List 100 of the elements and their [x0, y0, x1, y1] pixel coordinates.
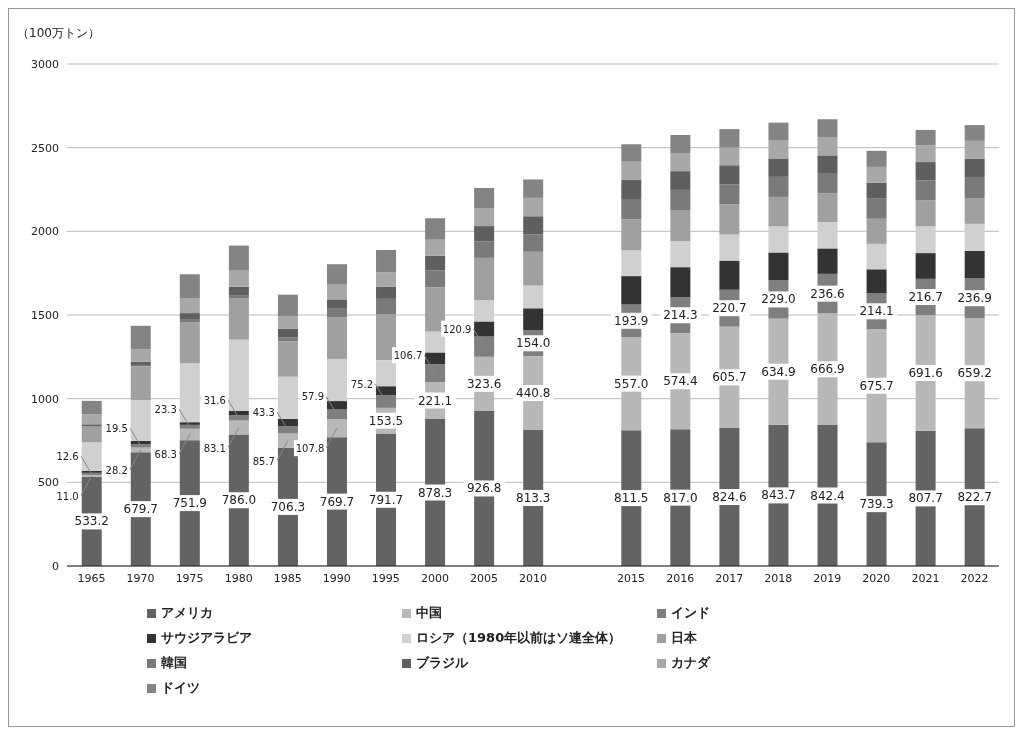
bar	[474, 257, 495, 301]
bar	[915, 253, 936, 279]
bar	[277, 316, 298, 329]
legend-label: 日本	[671, 629, 697, 647]
bar	[425, 255, 446, 271]
data-label: 154.0	[516, 336, 551, 351]
data-label: 751.9	[172, 496, 207, 511]
data-label: 786.0	[221, 493, 257, 508]
y-tick-label: 2500	[31, 141, 59, 155]
x-tick-label: 2020	[862, 571, 891, 585]
bar	[228, 339, 249, 411]
legend-label: 韓国	[161, 654, 187, 672]
bar	[81, 400, 102, 415]
x-tick-label: 2021	[911, 571, 940, 585]
data-label: 106.7	[393, 350, 423, 362]
data-label: 19.5	[105, 422, 128, 434]
data-label: 926.8	[466, 481, 502, 496]
bar	[670, 171, 691, 190]
bar	[179, 298, 200, 314]
data-label: 634.9	[761, 364, 796, 379]
data-label: 574.4	[663, 374, 698, 389]
bar	[179, 313, 200, 320]
bar	[964, 250, 985, 279]
bar	[768, 226, 789, 253]
bar	[376, 360, 397, 387]
bar	[326, 419, 347, 438]
y-tick-label: 2000	[31, 225, 59, 239]
bar	[964, 140, 985, 159]
bar	[425, 331, 446, 353]
data-label: 214.1	[859, 304, 894, 319]
bar	[326, 264, 347, 285]
bar	[425, 239, 446, 256]
bar	[719, 165, 740, 185]
data-label: 679.7	[123, 502, 158, 517]
data-label: 817.0	[663, 490, 698, 505]
bar	[130, 366, 151, 401]
x-tick-label: 1980	[224, 571, 253, 585]
x-tick-label: 2000	[420, 571, 449, 585]
bar	[130, 325, 151, 350]
bar	[621, 250, 642, 277]
bar	[915, 200, 936, 227]
bar	[670, 210, 691, 242]
bar	[670, 267, 691, 298]
bar	[768, 140, 789, 159]
bar	[277, 376, 298, 419]
bar	[719, 184, 740, 205]
bar	[964, 125, 985, 141]
data-label: 440.8	[516, 386, 551, 401]
data-label: 236.6	[810, 286, 845, 301]
bar	[817, 173, 838, 194]
bar	[621, 276, 642, 305]
bar	[376, 386, 397, 396]
x-tick-label: 2017	[715, 571, 744, 585]
bar	[425, 270, 446, 288]
data-label: 533.2	[74, 514, 109, 529]
data-label: 706.3	[270, 499, 306, 514]
bar	[719, 129, 740, 148]
bar	[915, 129, 936, 146]
data-label: 11.0	[56, 490, 79, 502]
bar	[670, 189, 691, 211]
data-label: 739.3	[859, 497, 894, 512]
data-label: 43.3	[252, 406, 275, 418]
x-tick-label: 2016	[666, 571, 695, 585]
bar	[719, 204, 740, 235]
bar	[621, 161, 642, 181]
bar	[768, 176, 789, 197]
data-label: 323.6	[466, 376, 502, 391]
bar	[523, 197, 544, 217]
data-label: 107.8	[295, 443, 325, 455]
legend-label: アメリカ	[161, 604, 213, 622]
y-tick-label: 500	[38, 476, 59, 490]
bar	[817, 155, 838, 174]
data-label: 83.1	[203, 442, 226, 454]
bar	[866, 269, 887, 294]
bar	[81, 442, 102, 471]
bar	[474, 241, 495, 258]
bar	[130, 400, 151, 441]
bar	[277, 341, 298, 377]
data-label: 221.1	[417, 393, 453, 408]
bar	[277, 337, 298, 342]
bar	[964, 198, 985, 224]
bar	[915, 162, 936, 181]
data-label: 23.3	[154, 403, 177, 415]
bar	[179, 428, 200, 441]
bar	[866, 182, 887, 199]
data-label: 811.5	[614, 491, 649, 506]
y-tick-label: 1500	[31, 308, 59, 322]
bar	[817, 136, 838, 156]
bar	[326, 358, 347, 402]
bar	[326, 299, 347, 309]
legend-label: 中国	[416, 604, 442, 622]
bar	[866, 243, 887, 270]
bar	[228, 298, 249, 340]
bar	[523, 308, 544, 331]
bar	[474, 300, 495, 322]
bar	[621, 219, 642, 251]
bar	[376, 250, 397, 273]
bar	[179, 363, 200, 423]
bar	[670, 241, 691, 268]
x-tick-label: 2019	[813, 571, 842, 585]
